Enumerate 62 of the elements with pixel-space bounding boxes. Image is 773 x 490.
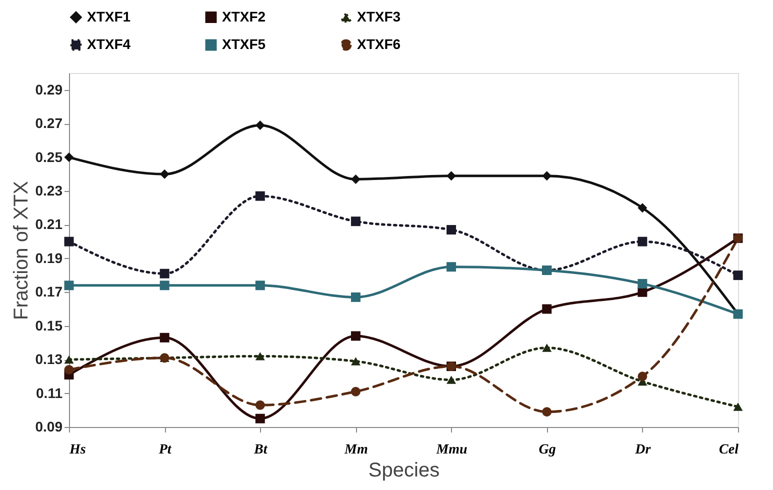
point	[160, 332, 170, 342]
point	[160, 169, 170, 179]
point	[446, 262, 456, 272]
y-tick-label: 0.19	[35, 250, 63, 266]
point	[255, 280, 265, 290]
point	[350, 357, 360, 366]
x-tick-label: Mmu	[435, 442, 468, 458]
point	[542, 344, 552, 352]
point	[64, 280, 74, 290]
point	[733, 402, 743, 411]
point	[350, 331, 360, 341]
point	[350, 386, 360, 396]
legend-label: XTXF3	[357, 8, 401, 25]
x-tick-label: Dr	[634, 442, 652, 458]
x-tick-label: Bt	[253, 442, 268, 458]
point	[64, 236, 74, 246]
point	[350, 292, 360, 302]
point	[638, 236, 648, 246]
point	[160, 280, 170, 290]
point	[255, 352, 265, 360]
point	[255, 191, 265, 201]
y-tick-label: 0.29	[35, 81, 63, 98]
x-tick-label: Mm	[344, 442, 368, 458]
x-tick-label: Pt	[158, 442, 172, 458]
point	[542, 171, 552, 181]
point	[446, 225, 456, 235]
point	[350, 216, 360, 226]
point	[160, 268, 170, 278]
y-tick-label: 0.13	[35, 351, 63, 368]
legend-label: XTXF4	[87, 36, 131, 52]
x-tick-label: Hs	[68, 442, 86, 458]
point	[64, 364, 74, 374]
y-tick-label: 0.09	[35, 418, 63, 434]
point	[255, 120, 265, 130]
y-tick-label: 0.25	[35, 148, 63, 165]
x-tick-label: Cel	[719, 442, 739, 458]
point	[733, 270, 743, 280]
legend-label: XTXF5	[222, 36, 266, 52]
legend-label: XTXF1	[87, 8, 131, 24]
point	[350, 174, 360, 184]
y-tick-label: 0.21	[35, 216, 63, 232]
x-axis-title: Species	[368, 460, 440, 482]
legend-label: XTXF2	[222, 8, 266, 24]
point	[64, 355, 74, 364]
y-tick-label: 0.15	[35, 317, 63, 334]
point	[542, 407, 552, 417]
point	[638, 203, 648, 213]
point	[446, 171, 456, 181]
point	[255, 414, 265, 424]
legend-label: XTXF6	[357, 36, 401, 52]
point	[542, 304, 552, 314]
point	[255, 400, 265, 410]
point	[64, 152, 74, 162]
y-axis-title: Fraction of XTX	[10, 181, 32, 320]
x-tick-label: Gg	[538, 442, 556, 458]
point	[638, 372, 648, 382]
point	[638, 278, 648, 288]
point	[446, 376, 456, 384]
y-tick-label: 0.11	[36, 384, 63, 401]
y-tick-label: 0.17	[35, 284, 63, 300]
y-tick-label: 0.27	[35, 115, 63, 132]
y-tick-label: 0.23	[35, 182, 63, 198]
